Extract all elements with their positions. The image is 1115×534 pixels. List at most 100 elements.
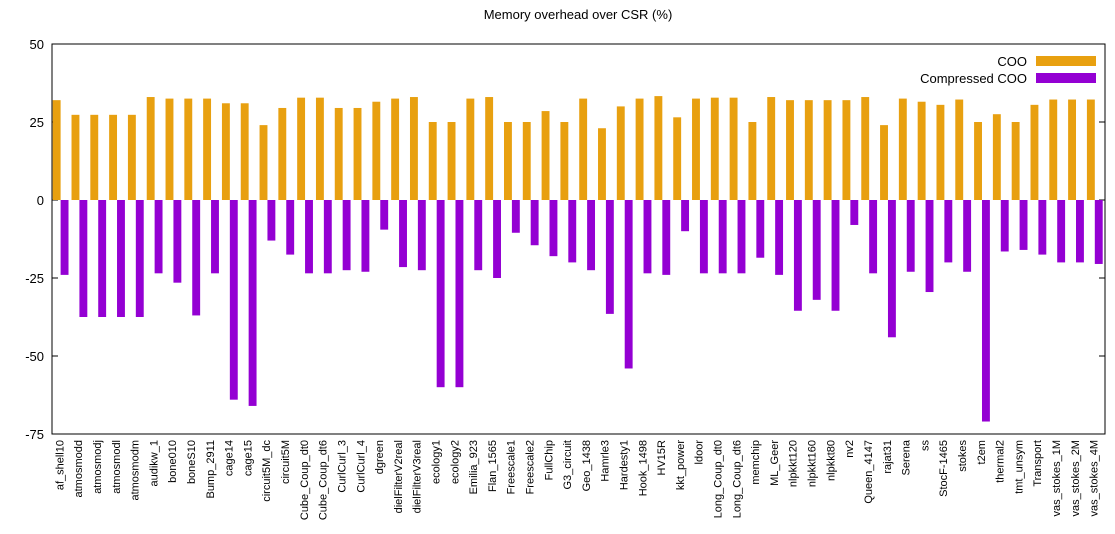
bar [887,200,896,338]
bar [334,107,343,200]
bar [1094,200,1103,264]
bar [267,200,276,241]
bar [616,106,625,200]
bar [786,100,794,200]
x-tick-label: G3_circuit [562,440,574,490]
x-tick-label: Queen_4147 [863,440,875,504]
x-tick-label: atmosmodj [92,440,104,494]
bar [474,200,483,271]
bar [1076,200,1084,263]
x-tick-label: FullChip [543,440,555,480]
x-tick-label: atmosmodd [73,440,85,497]
bar [850,200,859,225]
x-tick-label: rajat31 [882,440,894,474]
bar [598,128,606,200]
bar [955,99,964,200]
bar [436,200,445,388]
bar [1049,99,1058,200]
bar [823,100,832,200]
bar [522,122,531,200]
x-tick-label: Freescale1 [506,440,518,494]
bar [173,200,182,283]
x-tick-label: nlpkkt160 [807,440,819,487]
x-tick-label: ecology2 [449,440,461,484]
bar [248,200,257,406]
y-tick-label: 50 [30,37,44,52]
bar [315,97,324,200]
bar [756,200,765,258]
bar [662,200,671,275]
bar [831,200,840,311]
bar [447,122,456,200]
chart-title: Memory overhead over CSR (%) [484,7,673,22]
bar [710,97,719,200]
x-tick-label: Bump_2911 [205,440,217,499]
bar [861,97,870,200]
x-tick-label: Long_Coup_dt0 [713,440,725,518]
bar [109,114,118,200]
x-tick-label: vas_stokes_4M [1089,440,1101,516]
bar [775,200,784,275]
bar [1019,200,1028,250]
x-tick-label: Cube_Coup_dt6 [318,440,330,520]
bar [211,200,219,274]
bar [673,117,682,200]
bar [541,111,550,200]
x-tick-label: circuit5M [280,440,292,484]
x-tick-label: circuit5M_dc [261,440,273,502]
bar [305,200,313,274]
bar [579,98,588,200]
bar [906,200,915,272]
bar [692,98,700,200]
bar [79,200,88,317]
bar [135,200,144,317]
bar [729,97,738,200]
bar [127,114,136,200]
bar [981,200,990,422]
x-tick-label: dgreen [374,440,386,474]
x-tick-label: dielFilterV2real [393,440,405,513]
bar [605,200,614,314]
x-tick-label: CurlCurl_4 [355,440,367,493]
bar [699,200,708,274]
x-tick-label: ss [919,440,931,452]
bar [165,98,174,200]
bar [1030,104,1039,200]
bar [52,100,61,200]
x-tick-label: ldoor [694,440,706,465]
bar [485,97,494,200]
legend-label: COO [997,54,1027,69]
bar [60,200,69,275]
bar [643,200,652,274]
x-tick-label: bone010 [167,440,179,483]
x-tick-label: nlpkkt120 [788,440,800,487]
x-tick-label: vas_stokes_1M [1051,440,1063,516]
x-tick-label: kkt_power [675,440,687,490]
x-tick-label: vas_stokes_2M [1070,440,1082,516]
bar [635,98,644,200]
bar [399,200,407,268]
x-tick-label: CurlCurl_3 [336,440,348,493]
x-tick-label: atmosmodl [111,440,123,494]
bar [793,200,802,311]
bar [681,200,690,232]
bar [718,200,727,274]
bar [417,200,426,271]
bar [1057,200,1066,263]
x-tick-label: Freescale2 [524,440,536,494]
bar [748,122,757,200]
bar [511,200,520,233]
y-tick-label: -50 [25,349,44,364]
x-tick-label: stokes [957,440,969,472]
bar [203,98,212,200]
bar [925,200,934,293]
bar [1038,200,1047,255]
legend-label: Compressed COO [920,71,1027,86]
bar [936,104,945,200]
bar [323,200,332,274]
bar [1068,99,1077,200]
bar [654,96,663,200]
x-tick-label: nlpkkt80 [825,440,837,481]
y-tick-label: 0 [37,193,44,208]
